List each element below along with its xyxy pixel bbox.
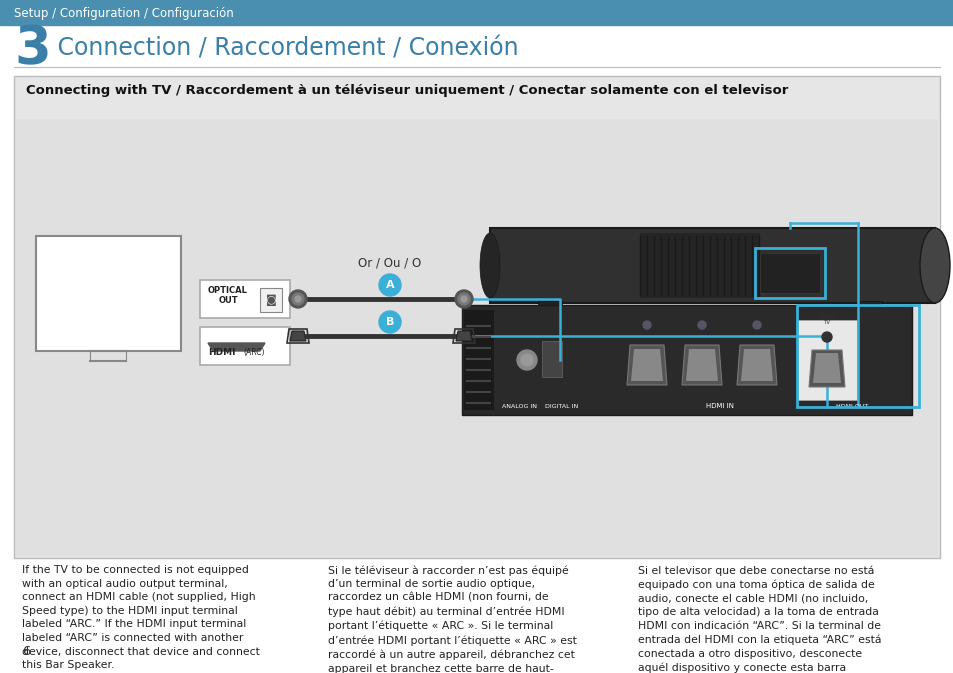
Polygon shape [630, 349, 662, 381]
Text: Setup / Configuration / Configuración: Setup / Configuration / Configuración [14, 7, 233, 20]
Bar [796, 320, 856, 400]
Bar [857, 301, 882, 311]
Circle shape [294, 296, 301, 302]
Bar [200, 327, 290, 365]
Text: If the TV to be connected is not equipped
with an optical audio output terminal,: If the TV to be connected is not equippe… [22, 565, 259, 670]
Bar [14, 76, 939, 558]
Text: DIGITAL IN: DIGITAL IN [545, 404, 578, 409]
Text: HDMI IN: HDMI IN [705, 403, 733, 409]
Text: 6: 6 [22, 645, 30, 658]
Ellipse shape [479, 233, 499, 298]
Text: Connecting with TV / Raccordement à un téléviseur uniquement / Conectar solament: Connecting with TV / Raccordement à un t… [26, 84, 787, 97]
Text: 3: 3 [14, 23, 51, 75]
Polygon shape [740, 349, 772, 381]
Polygon shape [685, 349, 718, 381]
Text: Si le téléviseur à raccorder n’est pas équipé
d’un terminal de sortie audio opti: Si le téléviseur à raccorder n’est pas é… [328, 565, 577, 673]
Bar [461, 305, 911, 415]
Circle shape [520, 354, 533, 366]
Circle shape [457, 293, 470, 305]
Circle shape [289, 290, 307, 308]
Text: OPTICAL: OPTICAL [208, 286, 248, 295]
Circle shape [821, 332, 831, 342]
Bar [36, 236, 181, 351]
Circle shape [752, 321, 760, 329]
Circle shape [455, 290, 473, 308]
Text: B: B [385, 317, 394, 327]
Text: (ARC): (ARC) [820, 315, 833, 320]
Bar [537, 301, 561, 311]
Circle shape [698, 321, 705, 329]
Circle shape [460, 296, 467, 302]
Text: Connection / Raccordement / Conexión: Connection / Raccordement / Conexión [50, 37, 518, 61]
Bar [541, 341, 561, 377]
Polygon shape [208, 343, 265, 351]
Bar [490, 228, 934, 303]
Polygon shape [290, 331, 306, 341]
Text: HDMI: HDMI [208, 348, 235, 357]
Polygon shape [626, 345, 666, 385]
Polygon shape [737, 345, 776, 385]
Text: (ARC): (ARC) [243, 348, 265, 357]
Circle shape [292, 293, 304, 305]
Polygon shape [456, 331, 472, 341]
Polygon shape [808, 350, 844, 387]
Circle shape [378, 274, 400, 296]
Polygon shape [812, 353, 841, 383]
Text: HDMI OUT: HDMI OUT [835, 404, 867, 409]
Text: ANALOG IN: ANALOG IN [502, 404, 537, 409]
Ellipse shape [919, 228, 949, 303]
Polygon shape [681, 345, 721, 385]
Text: Or / Ou / O: Or / Ou / O [358, 256, 421, 269]
Bar [0, 0, 953, 25]
Bar [796, 305, 918, 407]
Circle shape [642, 321, 650, 329]
Bar [260, 288, 282, 312]
Text: ◙: ◙ [265, 294, 276, 306]
Bar [16, 119, 937, 556]
Text: A: A [385, 280, 394, 290]
Bar [760, 253, 820, 293]
Circle shape [378, 311, 400, 333]
Bar [463, 310, 494, 410]
Text: OUT: OUT [218, 296, 237, 305]
Bar [639, 233, 760, 298]
Bar [754, 248, 824, 298]
Bar [200, 280, 290, 318]
Text: Si el televisor que debe conectarse no está
equipado con una toma óptica de sali: Si el televisor que debe conectarse no e… [638, 565, 881, 673]
Text: TV: TV [822, 320, 830, 325]
Circle shape [517, 350, 537, 370]
